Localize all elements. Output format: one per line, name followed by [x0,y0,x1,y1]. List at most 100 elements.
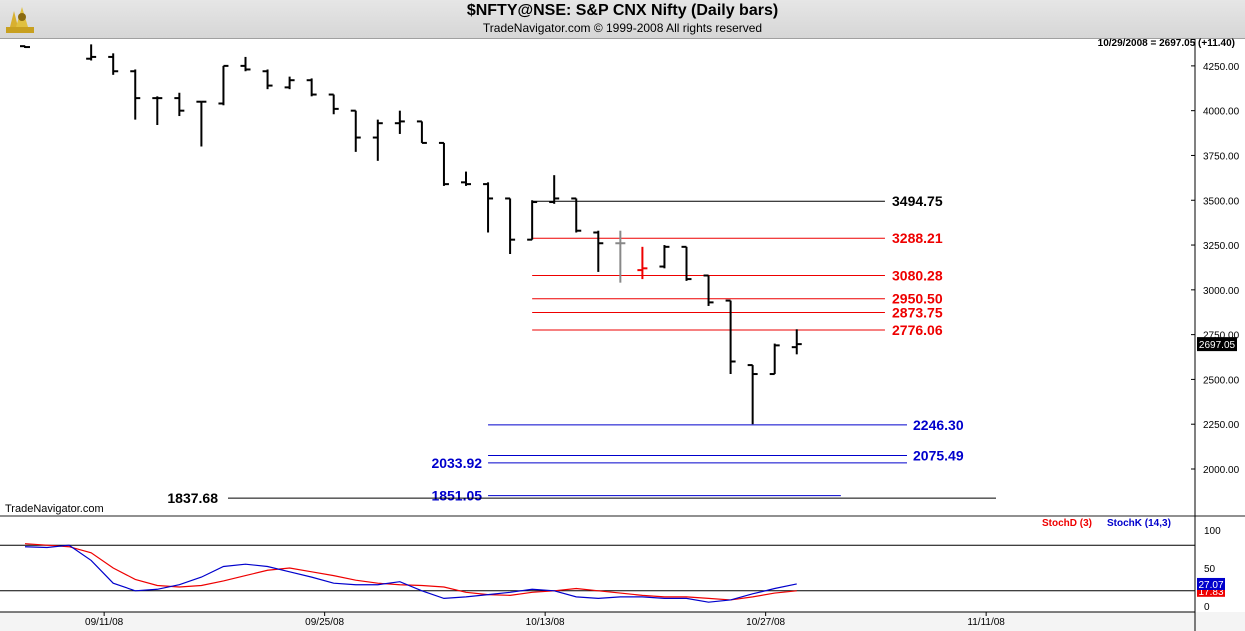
level-label-bg [890,267,946,284]
price-tick-label: 3750.00 [1203,151,1240,162]
stoch-value-label: 17.83 [1198,587,1223,598]
level-label: 1837.68 [167,490,218,506]
time-tick-label: 10/13/08 [526,617,565,628]
time-axis: 09/11/08 09/25/08 10/13/08 10/27/08 11/11/08 [0,611,1245,631]
price-tick-label: 2500.00 [1203,375,1240,386]
ohlc-bar [108,53,119,75]
ohlc-bar [86,44,97,61]
ohlc-bar [284,76,295,90]
price-tick-label: 2750.00 [1203,331,1240,342]
level-label: 3494.75 [892,193,943,209]
level-label: 2246.30 [913,417,964,433]
ohlc-bar [703,274,714,306]
ohlc-bar [747,364,758,425]
level-label: 2950.50 [892,291,943,307]
last-price-box: 2697.05 [1197,337,1237,352]
time-tick-label: 09/11/08 [85,617,124,628]
ohlc-bar [571,197,582,233]
price-readout: 10/29/2008 = 2697.05 (+11.40) [1098,38,1235,49]
ohlc-bar [240,56,251,72]
ohlc-bar [615,230,626,283]
ohlc-bar [637,246,648,280]
level-label-bg [890,290,946,307]
ohlc-bar [218,64,229,106]
level-label-bg [911,447,967,464]
level-label-bg [890,321,946,338]
stoch-lines [24,543,797,603]
ohlc-bar [527,200,538,241]
watermark: TradeNavigator.com [5,503,104,515]
ohlc-bar [416,120,427,144]
ohlc-bar [372,119,383,161]
ohlc-bar [791,329,802,355]
time-tick-label: 11/11/08 [967,617,1005,628]
stoch-value-label: 27.07 [1198,580,1223,591]
ohlc-bar [483,182,494,233]
price-tick-label: 2000.00 [1203,465,1240,476]
chart-title: $NFTY@NSE: S&P CNX Nifty (Daily bars) [466,2,779,19]
price-tick-label: 4000.00 [1203,107,1240,118]
stoch-tick-label: 0 [1204,602,1210,613]
ohlc-bar [549,175,560,204]
stoch-tick-label: 100 [1204,526,1221,537]
price-tick-label: 3500.00 [1203,196,1240,207]
stoch-legend: StochD (3) StochK (14,3) [1042,518,1171,529]
stoch-series-line [24,544,797,603]
price-grid [1191,65,1195,470]
ohlc-bar [505,197,516,254]
level-label: 2776.06 [892,322,943,338]
ohlc-bar [725,299,736,375]
stoch-tick-label: 50 [1204,564,1216,575]
level-label-bg [166,490,222,507]
level-label: 2873.75 [892,304,943,320]
level-label-bg [890,304,946,321]
level-label-bg [430,487,487,504]
level-label-bg [890,230,946,247]
ohlc-bar [769,343,780,376]
stoch-grid [0,544,1195,592]
copyright-subtitle: TradeNavigator.com © 1999-2008 All right… [482,21,763,35]
ohlc-bar [196,100,207,147]
price-plot-area [0,39,1195,515]
level-label: 3080.28 [892,267,943,283]
ohlc-bar [174,92,185,117]
level-label: 2033.92 [431,455,482,471]
time-tick-label: 09/25/08 [305,617,344,628]
time-ticks: 09/11/08 09/25/08 10/13/08 10/27/08 11/11/08 [85,612,1005,628]
ohlc-bar [438,141,449,186]
ohlc-bar [130,69,141,120]
ohlc-bar [681,245,692,281]
price-bars [20,44,802,425]
level-label-bg [890,193,946,210]
level-label: 3288.21 [892,230,943,246]
ohlc-bar [20,45,30,49]
price-tick-label: 4250.00 [1203,62,1240,73]
ohlc-bar [152,96,163,125]
ohlc-bar [394,110,405,134]
last-price-label: 2697.05 [1199,340,1236,351]
legend-stochd: StochD (3) [1042,518,1092,529]
time-tick-label: 10/27/08 [746,617,785,628]
price-axis: 2000.00 2250.00 2500.00 2750.00 3000.00 3250.… [1203,62,1240,476]
ohlc-bar [262,69,273,90]
stoch-series-line [24,543,797,601]
level-label: 1851.05 [431,488,482,504]
ohlc-bar [461,171,471,186]
title-bar: $NFTY@NSE: S&P CNX Nifty (Daily bars) Tr… [0,0,1245,39]
level-label-bg [911,416,967,433]
stoch-value-box [1197,577,1225,590]
legend-stochk: StochK (14,3) [1107,518,1171,529]
bull-logo-icon [6,7,34,33]
level-label-bg [430,454,487,471]
price-tick-label: 2250.00 [1203,420,1240,431]
ohlc-bar [659,245,670,269]
ohlc-bar [306,78,317,97]
ohlc-bar [350,109,361,152]
price-tick-label: 3250.00 [1203,241,1240,252]
